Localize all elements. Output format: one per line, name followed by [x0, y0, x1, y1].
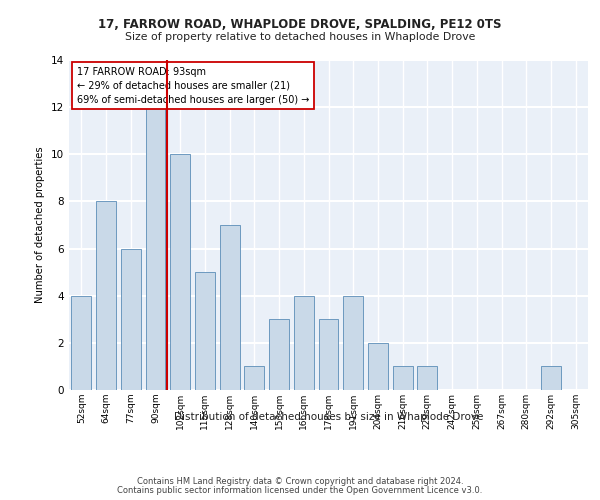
Text: Contains HM Land Registry data © Crown copyright and database right 2024.: Contains HM Land Registry data © Crown c…	[137, 477, 463, 486]
Bar	[195, 272, 215, 390]
Bar	[541, 366, 561, 390]
Bar	[146, 107, 166, 390]
Text: Contains public sector information licensed under the Open Government Licence v3: Contains public sector information licen…	[118, 486, 482, 495]
Bar	[220, 225, 239, 390]
Text: Size of property relative to detached houses in Whaplode Drove: Size of property relative to detached ho…	[125, 32, 475, 42]
Bar	[294, 296, 314, 390]
Bar	[244, 366, 264, 390]
Text: 17, FARROW ROAD, WHAPLODE DROVE, SPALDING, PE12 0TS: 17, FARROW ROAD, WHAPLODE DROVE, SPALDIN…	[98, 18, 502, 30]
Bar	[319, 320, 338, 390]
Text: 17 FARROW ROAD: 93sqm
← 29% of detached houses are smaller (21)
69% of semi-deta: 17 FARROW ROAD: 93sqm ← 29% of detached …	[77, 66, 309, 104]
Y-axis label: Number of detached properties: Number of detached properties	[35, 146, 46, 304]
Bar	[393, 366, 413, 390]
Bar	[368, 343, 388, 390]
Bar	[269, 320, 289, 390]
Bar	[418, 366, 437, 390]
Text: Distribution of detached houses by size in Whaplode Drove: Distribution of detached houses by size …	[174, 412, 484, 422]
Bar	[170, 154, 190, 390]
Bar	[121, 248, 140, 390]
Bar	[96, 202, 116, 390]
Bar	[71, 296, 91, 390]
Bar	[343, 296, 363, 390]
